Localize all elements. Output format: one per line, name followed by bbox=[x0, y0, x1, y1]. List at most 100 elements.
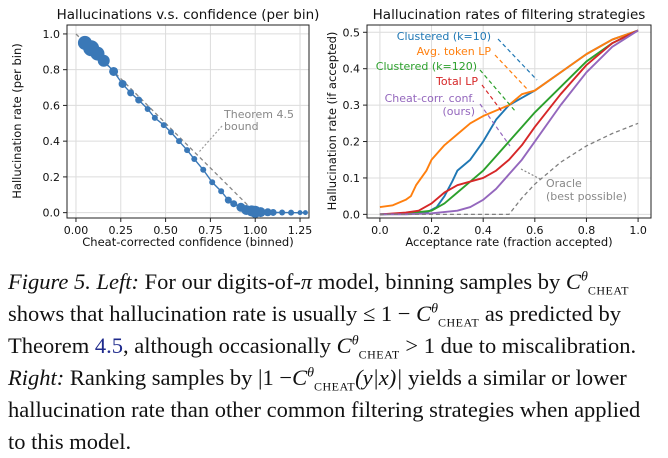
right-x-axis-label: Acceptance rate (fraction accepted) bbox=[405, 235, 612, 249]
caption-right-label: Right: bbox=[8, 365, 65, 390]
left-y-tick-label: 0.0 bbox=[43, 207, 61, 220]
left-tick-labels: 0.00 0.25 0.50 0.75 1.00 1.25 0.0 0.2 0.4 0.6 0.8 1… bbox=[43, 28, 313, 237]
caption-figure-label: Figure 5. bbox=[8, 269, 91, 294]
theorem-bound-line bbox=[75, 33, 306, 214]
right-y-tick-label: 0.2 bbox=[343, 136, 361, 149]
label-best-possible: (best possible) bbox=[546, 190, 627, 203]
theorem-annotation-pointer bbox=[198, 125, 223, 153]
label-clustered-k120: Clustered (k=120) bbox=[376, 60, 477, 73]
caption-c-cheat-3: CθCHEAT bbox=[336, 333, 400, 362]
bin-point bbox=[224, 196, 232, 204]
bin-point bbox=[97, 54, 110, 67]
bin-point bbox=[167, 129, 174, 136]
caption-theorem-link[interactable]: 4.5 bbox=[94, 333, 123, 358]
bin-point bbox=[118, 79, 127, 88]
right-tick-labels: 0.0 0.2 0.4 0.6 0.8 1.0 0.0 0.1 0.2 0.3 0.4 0.5 bbox=[343, 26, 647, 237]
label-avg-token-lp: Avg. token LP bbox=[417, 45, 492, 58]
bin-point bbox=[176, 138, 183, 145]
left-y-tick-label: 0.2 bbox=[43, 171, 61, 184]
right-x-tick-label: 0.6 bbox=[526, 224, 544, 237]
bin-point bbox=[160, 122, 167, 129]
caption-text-7: Ranking samples by bbox=[69, 365, 253, 390]
left-chart: Hallucinations v.s. confidence (per bin)… bbox=[10, 7, 319, 249]
right-y-tick-label: 0.3 bbox=[343, 99, 361, 112]
bin-point bbox=[200, 166, 207, 173]
figure-caption: Figure 5. Left: For our digits-of-π mode… bbox=[8, 266, 663, 458]
caption-text-8: yields a similar or lower hallucination … bbox=[8, 365, 641, 454]
caption-text-3: shows that hallucination rate is usually bbox=[8, 301, 358, 326]
caption-text-5: , although occasionally bbox=[122, 333, 332, 358]
right-chart-title: Hallucination rates of filtering strateg… bbox=[373, 7, 646, 23]
bin-point bbox=[109, 66, 119, 76]
label-total-lp: Total LP bbox=[435, 75, 478, 88]
left-x-tick-label: 0.50 bbox=[153, 224, 178, 237]
bin-point bbox=[302, 210, 308, 216]
left-y-tick-label: 0.6 bbox=[43, 99, 61, 112]
caption-text-4: as predicted by Theorem bbox=[8, 301, 622, 358]
right-x-tick-label: 0.0 bbox=[371, 224, 389, 237]
bin-point bbox=[184, 147, 191, 154]
right-y-tick-label: 0.4 bbox=[343, 63, 361, 76]
bin-point bbox=[230, 200, 238, 208]
right-chart: Hallucination rates of filtering strateg… bbox=[325, 7, 652, 249]
left-x-tick-label: 1.00 bbox=[243, 224, 268, 237]
left-grid bbox=[67, 25, 309, 218]
right-y-tick-label: 0.0 bbox=[343, 208, 361, 221]
bin-point bbox=[135, 96, 143, 104]
left-x-axis-label: Cheat-corrected confidence (binned) bbox=[82, 235, 293, 249]
caption-pi: π bbox=[300, 269, 313, 294]
series-line-total-lp bbox=[379, 29, 639, 216]
theorem-annotation-line2: bound bbox=[224, 120, 259, 133]
right-y-axis-label: Hallucination rate (if accepted) bbox=[325, 32, 339, 211]
caption-abs-arg: (y|x)| bbox=[355, 365, 403, 390]
left-x-tick-label: 0.75 bbox=[198, 224, 223, 237]
caption-c-cheat-4: CθCHEAT bbox=[292, 365, 356, 394]
series-line-avg-token-lp bbox=[379, 29, 639, 209]
left-y-tick-label: 1.0 bbox=[43, 28, 61, 41]
bin-point bbox=[297, 210, 303, 216]
left-x-tick-label: 1.25 bbox=[288, 224, 313, 237]
right-x-tick-label: 1.0 bbox=[629, 224, 647, 237]
bin-point bbox=[279, 209, 286, 216]
caption-c-cheat-1: CθCHEAT bbox=[565, 269, 629, 298]
bin-point bbox=[144, 105, 151, 112]
series-line-cheat-corr-conf-ours bbox=[379, 29, 639, 216]
series-line-oracle-best-possible bbox=[379, 122, 639, 216]
bin-point bbox=[151, 114, 158, 121]
caption-c-cheat-2: CθCHEAT bbox=[416, 301, 480, 330]
left-y-tick-label: 0.4 bbox=[43, 135, 61, 148]
label-pointer-total-lp bbox=[481, 84, 504, 114]
label-oracle: Oracle bbox=[546, 177, 582, 190]
left-data-marks bbox=[75, 33, 308, 218]
label-clustered-k10: Clustered (k=10) bbox=[397, 30, 491, 43]
left-x-tick-label: 0.25 bbox=[109, 224, 134, 237]
caption-abs-open: |1 − bbox=[257, 365, 293, 390]
label-pointer-clustered-k10 bbox=[497, 38, 538, 81]
series-line-clustered-k-10 bbox=[379, 29, 639, 216]
right-x-tick-label: 0.4 bbox=[474, 224, 492, 237]
bin-point bbox=[255, 207, 266, 218]
bin-point bbox=[269, 208, 277, 216]
left-chart-title: Hallucinations v.s. confidence (per bin) bbox=[57, 7, 320, 23]
bin-point bbox=[263, 208, 272, 217]
bin-point bbox=[127, 89, 135, 97]
left-plot-frame bbox=[66, 24, 310, 219]
right-inline-labels: Clustered (k=10) Avg. token LP Clustered… bbox=[376, 30, 627, 203]
figure-5: Hallucinations v.s. confidence (per bin)… bbox=[10, 7, 652, 249]
right-plot-frame bbox=[366, 24, 652, 219]
bin-point bbox=[288, 209, 295, 216]
bin-point bbox=[218, 188, 225, 195]
right-y-tick-label: 0.1 bbox=[343, 172, 361, 185]
left-y-tick-label: 0.8 bbox=[43, 64, 61, 77]
bin-point bbox=[209, 179, 216, 186]
caption-text-6: due to miscalibration. bbox=[440, 333, 637, 358]
left-y-axis-label: Hallucination rate (per bin) bbox=[10, 43, 24, 198]
caption-leq-one: ≤ 1 − bbox=[362, 301, 411, 326]
label-ours: (ours) bbox=[442, 105, 475, 118]
label-pointer-cheat-corr bbox=[479, 103, 511, 147]
label-pointer-clustered-k120 bbox=[479, 69, 517, 113]
left-x-tick-label: 0.00 bbox=[64, 224, 89, 237]
right-series-lines bbox=[379, 29, 639, 216]
theorem-annotation-line1: Theorem 4.5 bbox=[223, 108, 294, 121]
caption-text-1: For our digits-of- bbox=[144, 269, 301, 294]
